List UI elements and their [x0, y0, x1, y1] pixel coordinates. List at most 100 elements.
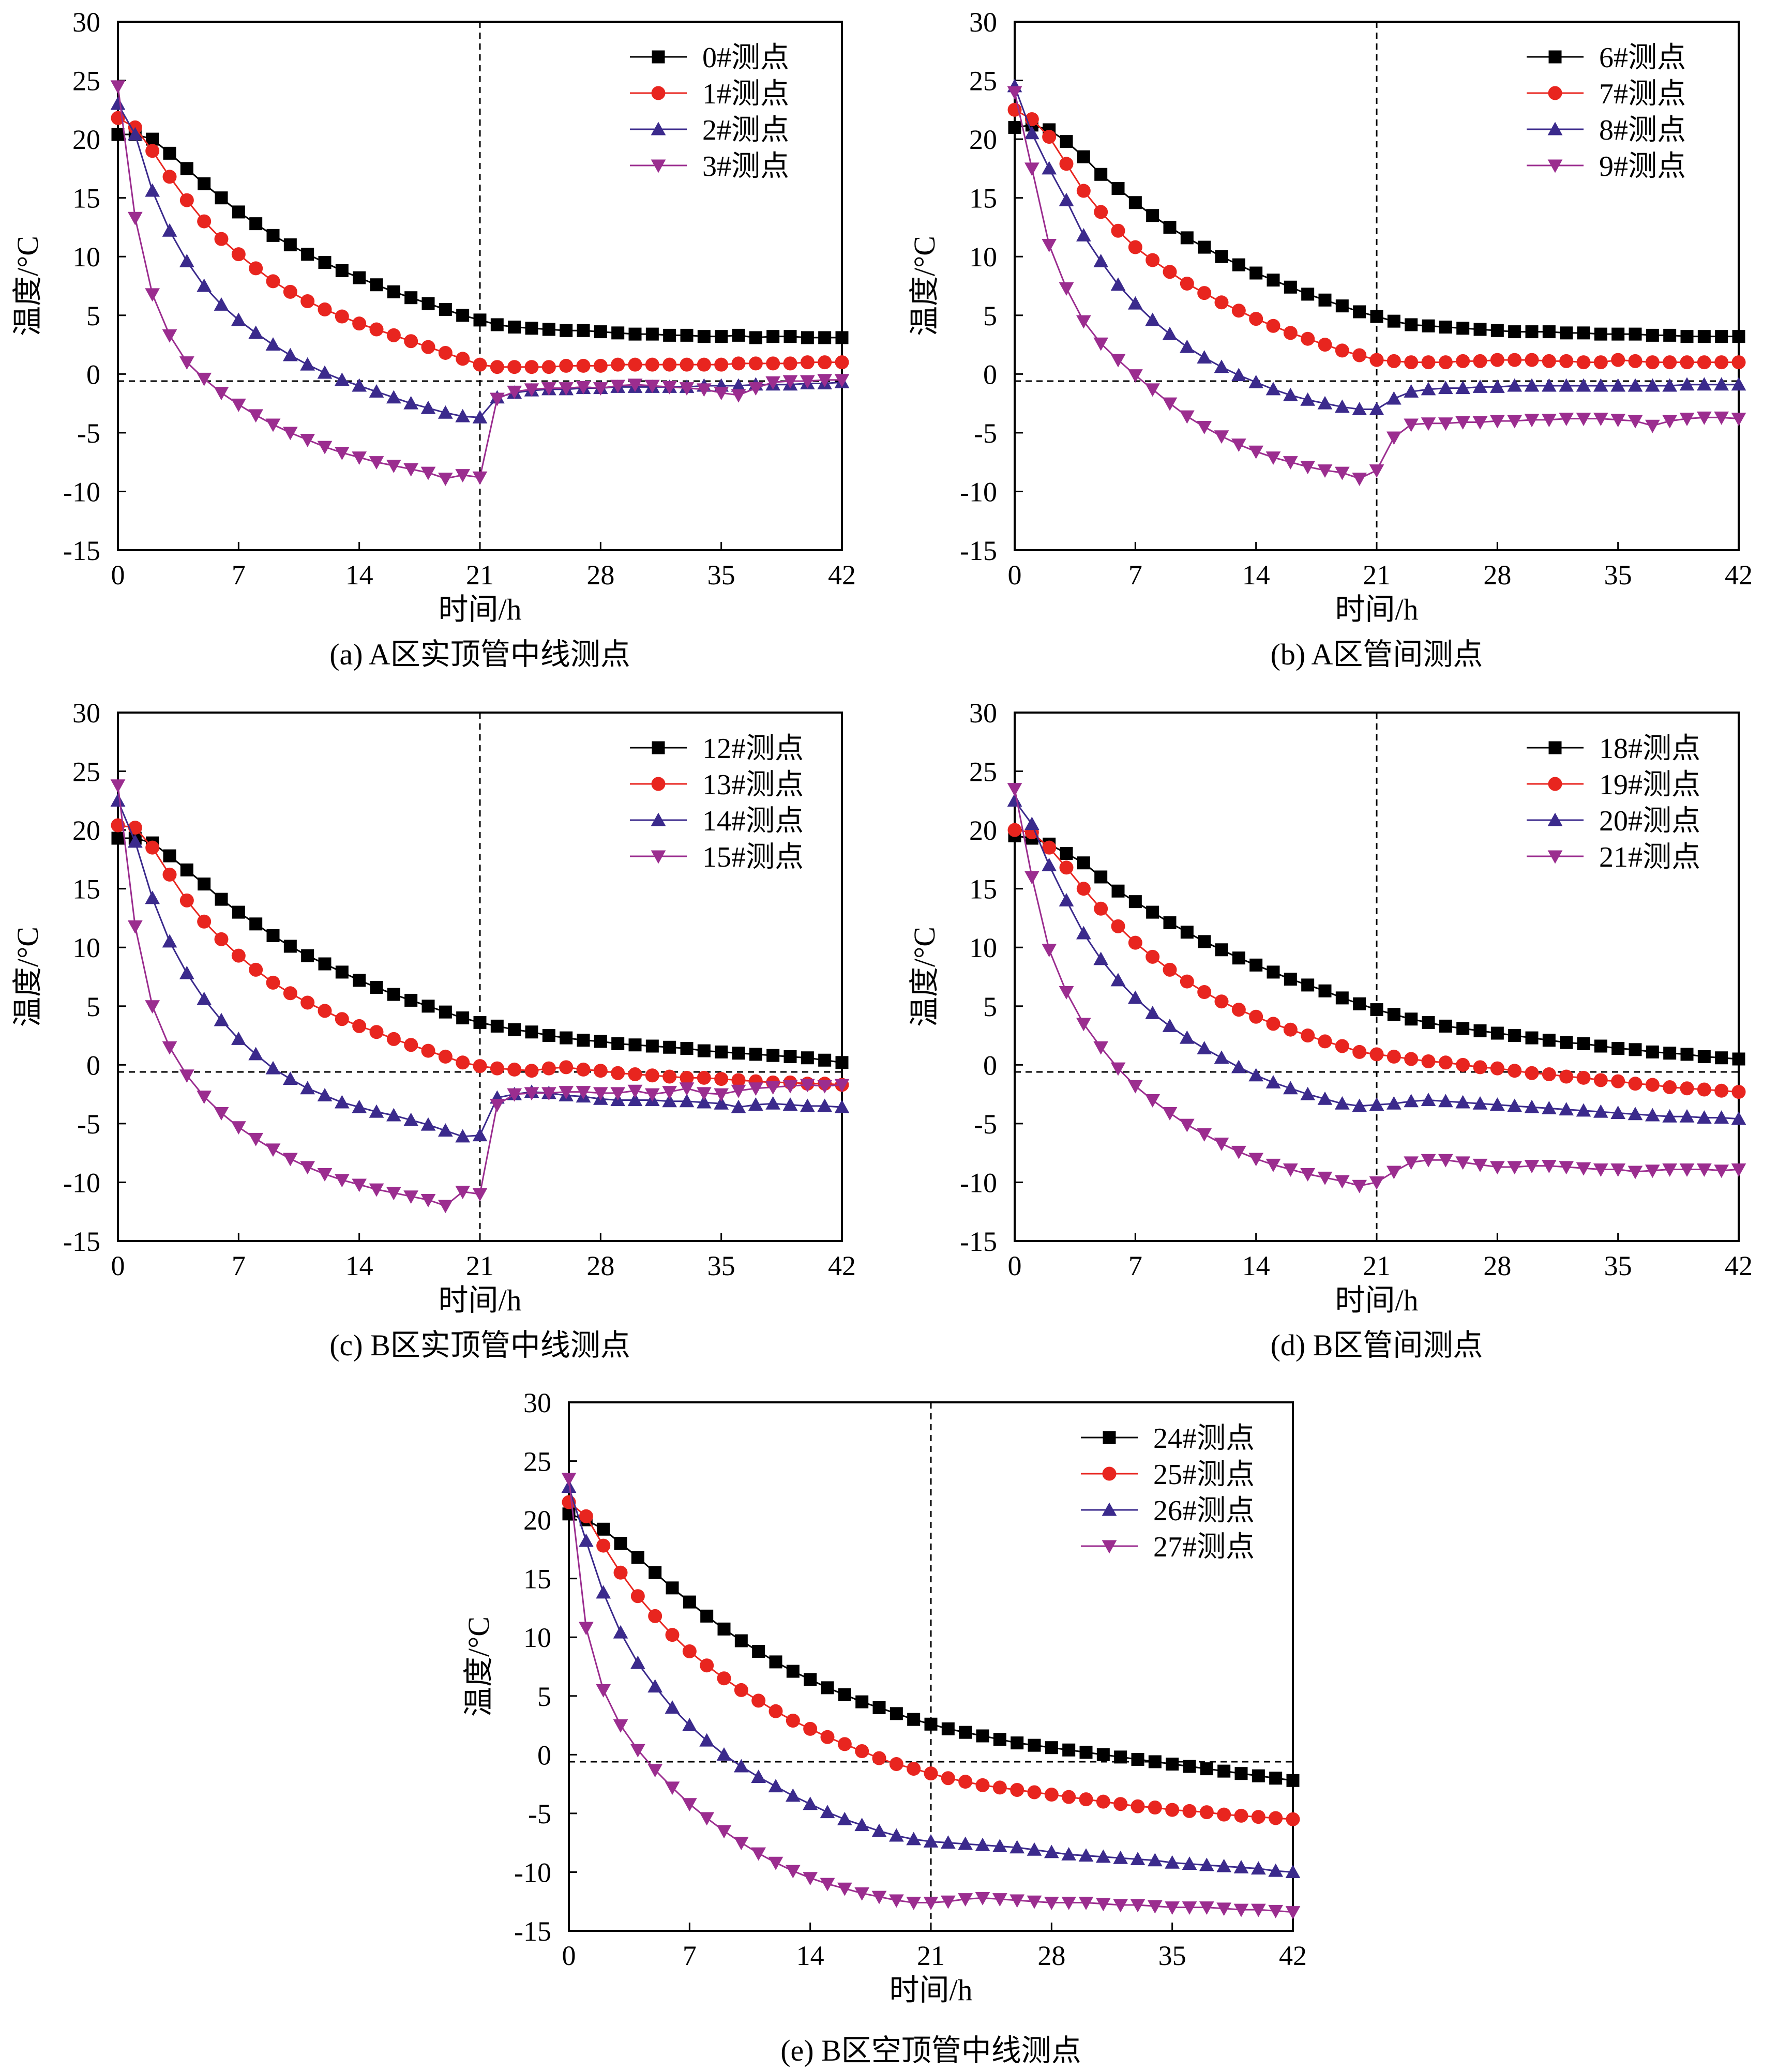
data-point: [1231, 1060, 1246, 1073]
data-point: [662, 1086, 677, 1099]
data-point: [1542, 1067, 1556, 1082]
data-point: [733, 1759, 749, 1773]
data-point: [559, 1060, 574, 1075]
legend-marker: [1547, 122, 1563, 135]
data-point: [541, 360, 556, 374]
data-point: [1283, 1022, 1298, 1037]
data-point: [1455, 1095, 1471, 1109]
data-point: [749, 1048, 762, 1061]
data-point: [1334, 1175, 1350, 1189]
legend-label: 21#测点: [1599, 841, 1700, 873]
data-point: [748, 356, 763, 371]
data-point: [1697, 1050, 1711, 1063]
data-point: [1094, 901, 1108, 916]
data-point: [680, 1070, 694, 1085]
data-point: [1334, 466, 1350, 480]
data-point: [163, 849, 176, 863]
data-point: [768, 1856, 783, 1870]
data-point: [1318, 293, 1332, 307]
data-point: [1180, 276, 1194, 291]
data-point: [613, 1719, 628, 1733]
data-point: [1610, 378, 1626, 392]
data-point: [1059, 192, 1074, 206]
series-6#测点: [1008, 118, 1745, 343]
data-point: [1387, 354, 1401, 368]
data-point: [1541, 414, 1557, 428]
data-point: [662, 357, 677, 372]
data-point: [542, 1029, 555, 1042]
data-point: [1231, 1145, 1246, 1159]
data-point: [282, 1153, 298, 1167]
data-point: [1162, 397, 1178, 411]
data-point: [1352, 1045, 1367, 1059]
data-point: [1663, 1080, 1677, 1094]
x-tick-label: 14: [345, 559, 373, 591]
legend-label: 9#测点: [1599, 150, 1686, 183]
data-point: [1010, 1782, 1024, 1797]
y-tick-label: -15: [960, 535, 997, 566]
data-point: [179, 193, 194, 207]
data-point: [1489, 415, 1505, 429]
data-point: [871, 1890, 887, 1904]
data-point: [613, 1565, 628, 1580]
legend-marker: [651, 850, 666, 864]
y-tick-label: 10: [523, 1622, 551, 1653]
data-point: [958, 1893, 973, 1907]
y-tick-label: 25: [969, 757, 997, 788]
data-point: [1541, 1160, 1557, 1174]
data-point: [1076, 228, 1091, 241]
data-point: [958, 1775, 973, 1789]
data-point: [1559, 378, 1574, 392]
data-point: [1369, 1097, 1384, 1111]
data-point: [369, 384, 384, 398]
data-point: [1179, 339, 1195, 353]
data-point: [1179, 1118, 1195, 1132]
panel-caption: (e) B区空顶管中线测点: [780, 2034, 1081, 2067]
data-point: [301, 949, 314, 962]
legend-label: 12#测点: [702, 733, 804, 765]
data-point: [680, 328, 694, 342]
data-point: [404, 993, 418, 1007]
data-point: [1062, 1743, 1076, 1757]
data-point: [1130, 1899, 1146, 1913]
data-point: [1060, 135, 1073, 148]
data-point: [1663, 328, 1677, 342]
y-tick-label: 15: [72, 183, 100, 214]
data-point: [1234, 1808, 1248, 1823]
data-point: [645, 357, 659, 372]
data-point: [387, 988, 400, 1001]
data-point: [1079, 1746, 1093, 1759]
data-point: [1473, 323, 1487, 336]
data-point: [1696, 1110, 1712, 1124]
legend-label: 18#测点: [1599, 733, 1700, 765]
data-point: [804, 1673, 817, 1686]
data-point: [1265, 1158, 1281, 1172]
data-point: [1352, 1179, 1367, 1193]
data-point: [438, 405, 453, 419]
data-point: [1404, 355, 1419, 370]
data-point: [1731, 377, 1746, 391]
data-point: [1577, 1037, 1590, 1050]
data-point: [179, 965, 194, 979]
data-point: [803, 1872, 818, 1886]
data-point: [456, 1055, 470, 1070]
data-point: [525, 1025, 538, 1039]
data-point: [1148, 1801, 1162, 1815]
data-point: [1007, 793, 1022, 807]
data-point: [1198, 240, 1211, 254]
legend: 12#测点 13#测点 14#测点 15#测点: [630, 733, 804, 873]
y-tick-label: 15: [969, 874, 997, 905]
data-point: [266, 975, 280, 990]
data-point: [924, 1766, 938, 1781]
data-point: [1593, 1073, 1608, 1087]
data-point: [1249, 958, 1263, 972]
data-point: [628, 357, 642, 372]
data-point: [1405, 318, 1418, 331]
data-point: [734, 1634, 748, 1647]
data-point: [162, 170, 177, 184]
y-tick-label: 25: [523, 1446, 551, 1477]
data-point: [1508, 1029, 1521, 1042]
y-tick-label: -10: [63, 1167, 100, 1198]
data-point: [628, 1067, 642, 1082]
data-point: [1714, 1083, 1729, 1098]
